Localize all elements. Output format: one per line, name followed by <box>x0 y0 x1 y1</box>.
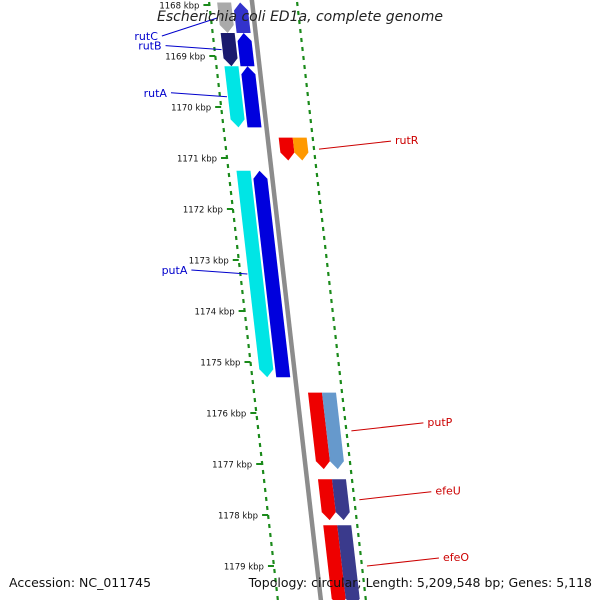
gene-shape <box>236 170 274 378</box>
label-leader <box>161 17 219 37</box>
accession-text: Accession: NC_011745 <box>9 575 152 590</box>
genome-backbone <box>249 0 324 600</box>
topology-text: Topology: circular; Length: 5,209,548 bp… <box>248 575 592 590</box>
tick-label: 1171 kbp <box>177 155 217 165</box>
gene-label-rutA: rutA <box>144 87 168 100</box>
tick-label: 1173 kbp <box>189 257 229 267</box>
gene-shape <box>278 137 295 161</box>
gene-rutB <box>220 33 255 67</box>
tick-label: 1179 kbp <box>224 563 264 573</box>
gene-shape <box>234 2 251 34</box>
gene-shape <box>337 525 360 600</box>
gene-shape <box>331 479 350 521</box>
gene-label-putP: putP <box>427 416 452 429</box>
gene-shape <box>241 66 262 128</box>
label-leader <box>191 269 248 275</box>
gene-label-putA: putA <box>162 264 188 277</box>
gene-shape <box>317 479 336 521</box>
label-leader <box>170 92 228 98</box>
gene-shape <box>292 137 309 161</box>
tick-label: 1177 kbp <box>212 461 252 471</box>
tick-label: 1169 kbp <box>165 53 205 63</box>
gene-rutC <box>217 2 251 34</box>
map-title: Escherichia coli ED1a, complete genome <box>157 9 443 25</box>
tick-label: 1175 kbp <box>200 359 240 369</box>
tick-label: 1174 kbp <box>195 308 235 318</box>
gene-features <box>217 2 360 600</box>
gene-shape <box>217 2 234 34</box>
gene-shape <box>323 525 346 600</box>
gene-shape <box>307 392 330 470</box>
gene-label-rutB: rutB <box>138 40 161 53</box>
gene-putA <box>236 170 291 378</box>
gene-rutA <box>224 66 262 128</box>
backbone-line <box>249 0 324 600</box>
tick-label: 1170 kbp <box>171 104 211 114</box>
gene-label-efeU: efeU <box>435 485 460 498</box>
gene-label-rutC: rutC <box>134 30 158 43</box>
gene-efeO <box>323 525 360 600</box>
tick-label: 1172 kbp <box>183 206 223 216</box>
gene-putP <box>307 392 344 470</box>
gene-shape <box>321 392 344 470</box>
label-leader <box>165 45 222 51</box>
label-leader <box>351 422 424 432</box>
label-leader <box>366 557 439 567</box>
gene-label-efeO: efeO <box>443 551 469 564</box>
gene-label-rutR: rutR <box>395 134 419 147</box>
gene-shape <box>237 33 255 67</box>
gene-shape <box>224 66 245 128</box>
label-leader <box>318 140 392 150</box>
tick-label: 1178 kbp <box>218 512 258 522</box>
gene-shape <box>220 33 238 67</box>
label-leader <box>359 491 432 501</box>
gene-shape <box>253 170 291 378</box>
tick-label: 1176 kbp <box>206 410 246 420</box>
gc-dotted-tracks <box>207 1 367 600</box>
gene-rutR <box>278 137 309 161</box>
tick-label: 1168 kbp <box>159 2 199 12</box>
gene-efeU <box>317 479 350 521</box>
kbp-axis: 1168 kbp 1169 kbp 1170 kbp 1171 kbp 1172 kbp… <box>159 2 274 573</box>
